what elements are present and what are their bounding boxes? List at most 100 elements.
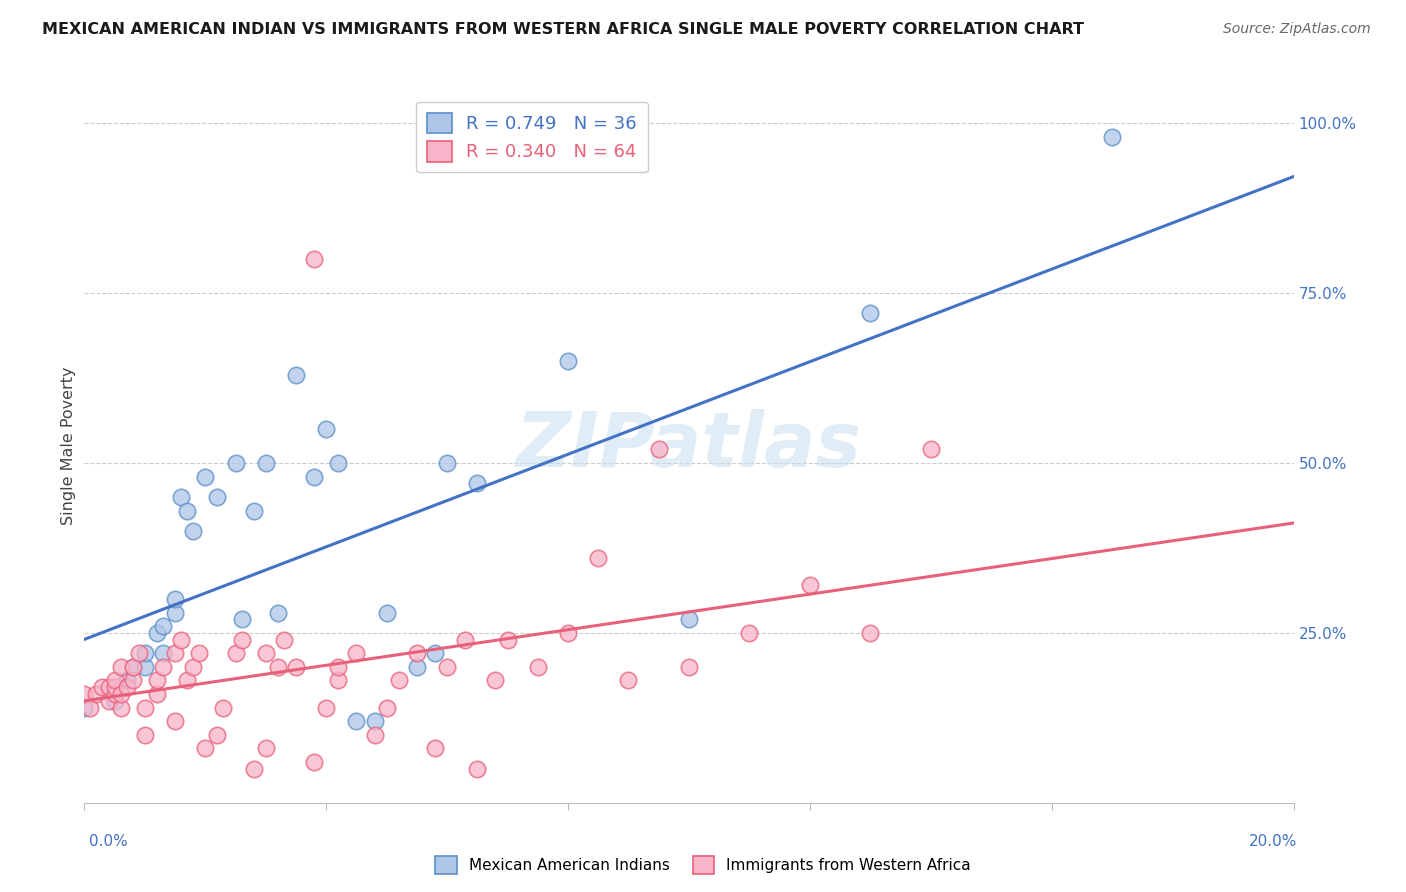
Point — [110, 700, 132, 714]
Point — [254, 741, 277, 756]
Y-axis label: Single Male Poverty: Single Male Poverty — [60, 367, 76, 525]
Point — [328, 673, 350, 688]
Point — [134, 700, 156, 714]
Point — [181, 660, 204, 674]
Point — [176, 673, 198, 688]
Point — [302, 755, 325, 769]
Point — [254, 456, 277, 470]
Text: ZIPatlas: ZIPatlas — [516, 409, 862, 483]
Point — [423, 741, 446, 756]
Point — [273, 632, 295, 647]
Point — [152, 660, 174, 674]
Text: 20.0%: 20.0% — [1250, 834, 1298, 849]
Point — [799, 578, 821, 592]
Point — [454, 632, 477, 647]
Text: 0.0%: 0.0% — [89, 834, 128, 849]
Point — [110, 660, 132, 674]
Point — [859, 626, 882, 640]
Point — [285, 368, 308, 382]
Point — [134, 646, 156, 660]
Point — [346, 646, 368, 660]
Point — [388, 673, 411, 688]
Point — [302, 252, 325, 266]
Point — [617, 673, 640, 688]
Legend: R = 0.749   N = 36, R = 0.340   N = 64: R = 0.749 N = 36, R = 0.340 N = 64 — [416, 102, 648, 172]
Point — [738, 626, 761, 640]
Point — [328, 660, 350, 674]
Point — [678, 612, 700, 626]
Point — [242, 762, 264, 776]
Point — [557, 626, 579, 640]
Point — [121, 673, 143, 688]
Point — [97, 694, 120, 708]
Point — [231, 632, 253, 647]
Point — [115, 673, 138, 688]
Point — [121, 660, 143, 674]
Point — [436, 456, 458, 470]
Point — [267, 606, 290, 620]
Point — [225, 646, 247, 660]
Point — [188, 646, 211, 660]
Point — [375, 700, 398, 714]
Point — [406, 660, 429, 674]
Point — [406, 646, 429, 660]
Text: MEXICAN AMERICAN INDIAN VS IMMIGRANTS FROM WESTERN AFRICA SINGLE MALE POVERTY CO: MEXICAN AMERICAN INDIAN VS IMMIGRANTS FR… — [42, 22, 1084, 37]
Point — [267, 660, 290, 674]
Point — [165, 714, 187, 729]
Point — [170, 490, 193, 504]
Point — [91, 680, 114, 694]
Point — [859, 306, 882, 320]
Point — [557, 354, 579, 368]
Point — [496, 632, 519, 647]
Point — [346, 714, 368, 729]
Point — [176, 503, 198, 517]
Point — [181, 524, 204, 538]
Point — [165, 606, 187, 620]
Point — [467, 762, 489, 776]
Point — [134, 728, 156, 742]
Point — [165, 646, 187, 660]
Point — [146, 687, 169, 701]
Point — [207, 728, 229, 742]
Point — [212, 700, 235, 714]
Point — [104, 680, 127, 694]
Point — [146, 626, 169, 640]
Point — [678, 660, 700, 674]
Point — [170, 632, 193, 647]
Point — [484, 673, 506, 688]
Point — [146, 673, 169, 688]
Point — [363, 728, 385, 742]
Point — [527, 660, 550, 674]
Point — [588, 551, 610, 566]
Point — [315, 422, 337, 436]
Point — [225, 456, 247, 470]
Point — [165, 591, 187, 606]
Point — [920, 442, 942, 457]
Point — [1101, 129, 1123, 144]
Point — [467, 476, 489, 491]
Point — [194, 741, 217, 756]
Point — [242, 503, 264, 517]
Point — [115, 680, 138, 694]
Point — [104, 694, 127, 708]
Point — [363, 714, 385, 729]
Legend: Mexican American Indians, Immigrants from Western Africa: Mexican American Indians, Immigrants fro… — [429, 850, 977, 880]
Point — [315, 700, 337, 714]
Point — [79, 700, 101, 714]
Point — [86, 687, 108, 701]
Point — [302, 469, 325, 483]
Point — [194, 469, 217, 483]
Point — [97, 680, 120, 694]
Point — [328, 456, 350, 470]
Text: Source: ZipAtlas.com: Source: ZipAtlas.com — [1223, 22, 1371, 37]
Point — [73, 687, 96, 701]
Point — [73, 700, 96, 714]
Point — [110, 687, 132, 701]
Point — [436, 660, 458, 674]
Point — [285, 660, 308, 674]
Point — [134, 660, 156, 674]
Point — [423, 646, 446, 660]
Point — [254, 646, 277, 660]
Point — [648, 442, 671, 457]
Point — [128, 646, 150, 660]
